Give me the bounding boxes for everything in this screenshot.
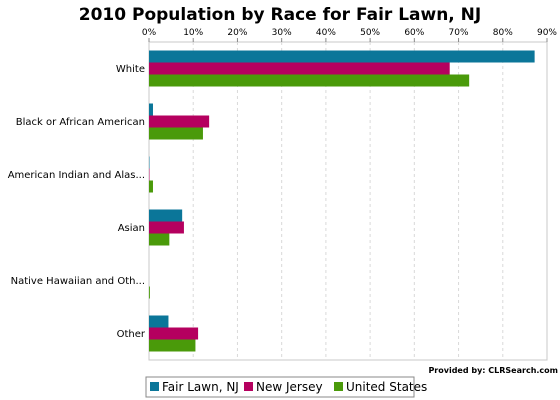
category-label: Asian bbox=[118, 223, 145, 234]
bar bbox=[149, 339, 196, 352]
category-label: Other bbox=[117, 329, 146, 340]
category-label: Native Hawaiian and Oth... bbox=[11, 276, 145, 287]
legend: Fair Lawn, NJ New Jersey United States bbox=[145, 376, 427, 398]
legend-swatch bbox=[150, 382, 159, 391]
legend-label: United States bbox=[346, 380, 427, 394]
x-tick-label: 50% bbox=[360, 28, 380, 38]
bar bbox=[149, 103, 153, 116]
x-tick-label: 90% bbox=[537, 28, 557, 38]
bar bbox=[149, 221, 184, 234]
legend-swatch bbox=[244, 382, 253, 391]
legend-label: New Jersey bbox=[256, 380, 323, 394]
bar bbox=[149, 315, 169, 328]
bar bbox=[149, 286, 150, 299]
bar bbox=[149, 233, 170, 246]
bar bbox=[149, 209, 183, 222]
bar bbox=[149, 327, 199, 340]
bar bbox=[149, 50, 535, 63]
bars bbox=[149, 50, 535, 352]
x-tick-label: 60% bbox=[404, 28, 424, 38]
x-tick-label: 70% bbox=[449, 28, 469, 38]
grid-lines bbox=[192, 42, 504, 360]
chart-title: 2010 Population by Race for Fair Lawn, N… bbox=[79, 5, 482, 25]
x-tick-label: 30% bbox=[272, 28, 292, 38]
x-tick-label: 80% bbox=[493, 28, 513, 38]
legend-label: Fair Lawn, NJ bbox=[162, 380, 239, 394]
x-tick-label: 0% bbox=[142, 28, 157, 38]
bar bbox=[149, 62, 450, 75]
category-label: American Indian and Alas... bbox=[8, 170, 145, 181]
legend-box bbox=[145, 376, 415, 398]
category-labels: White Black or African American American I… bbox=[8, 64, 146, 340]
x-tick-label: 10% bbox=[183, 28, 203, 38]
category-label: Black or African American bbox=[16, 117, 145, 128]
x-axis-ticks: 0% 10% 20% 30% 40% 50% 60% 70% 80% 90% bbox=[142, 28, 557, 42]
bar bbox=[149, 180, 153, 193]
bar bbox=[149, 115, 210, 128]
bar bbox=[149, 127, 203, 140]
category-label: White bbox=[116, 64, 145, 75]
legend-swatch bbox=[334, 382, 343, 391]
x-tick-label: 20% bbox=[227, 28, 247, 38]
credit-text: Provided by: CLRSearch.com bbox=[428, 366, 558, 375]
bar bbox=[149, 74, 470, 87]
plot-area bbox=[148, 41, 548, 361]
x-tick-label: 40% bbox=[316, 28, 336, 38]
